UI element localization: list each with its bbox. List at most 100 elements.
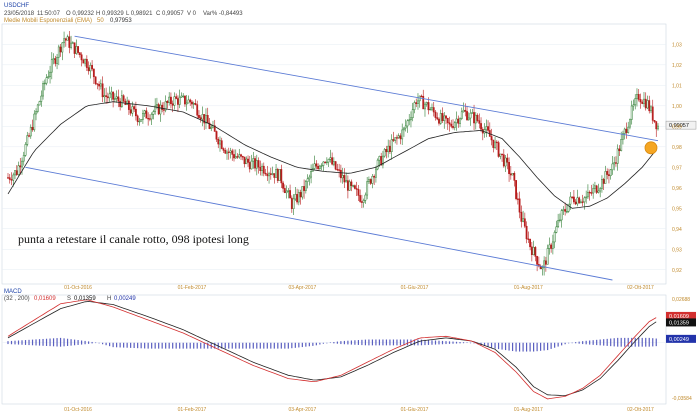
macd-histogram-bar	[508, 342, 510, 351]
candle-body	[630, 105, 633, 120]
macd-histogram-bar	[45, 338, 48, 346]
candle-body	[303, 186, 305, 191]
candle-body	[147, 117, 150, 120]
macd-histogram-bar	[606, 338, 608, 346]
candle-body	[283, 188, 286, 194]
candle-body	[94, 76, 97, 84]
x-tick-label: 02-Ott-2017	[627, 285, 654, 291]
candle-body	[558, 219, 561, 222]
candle-body	[438, 118, 440, 124]
candle-body	[380, 156, 383, 166]
macd-histogram-bar	[98, 342, 100, 344]
macd-histogram-bar	[21, 340, 23, 345]
candle-body	[462, 109, 465, 113]
candle-body	[45, 77, 48, 84]
macd-histogram-bar	[200, 342, 202, 349]
candle-body	[648, 100, 651, 112]
macd-histogram-bar	[420, 339, 423, 346]
macd-histogram-bar	[91, 341, 93, 344]
macd-histogram-bar	[63, 338, 65, 347]
macd-histogram-bar	[462, 342, 465, 344]
candle-body	[618, 148, 621, 151]
y-tick-label: 0,92	[672, 268, 682, 274]
candle-body	[66, 36, 69, 41]
macd-histogram-bar	[378, 339, 381, 346]
macd-histogram-bar	[175, 342, 177, 349]
candle-body	[576, 197, 579, 205]
var-value: Var% -0,84493	[203, 11, 243, 17]
y-tick-label: 1,00	[672, 104, 682, 110]
candle-body	[420, 95, 423, 98]
candle-body	[226, 151, 228, 154]
candle-body	[394, 137, 397, 141]
candle-body	[502, 154, 505, 167]
macd-histogram-bar	[119, 342, 121, 348]
macd-histogram-bar	[655, 338, 657, 347]
candle-body	[474, 114, 477, 124]
macd-value-tag-text: 0,01359	[669, 320, 689, 326]
candle-body	[350, 181, 353, 186]
macd-histogram-bar	[518, 342, 521, 352]
macd-histogram-bar	[571, 342, 573, 344]
channel-lower-line	[25, 166, 613, 281]
macd-histogram-bar	[245, 342, 247, 349]
macd-histogram-bar	[480, 342, 482, 346]
candle-body	[64, 38, 67, 41]
candle-body	[43, 82, 46, 85]
candle-body	[469, 112, 472, 119]
candle-body	[473, 112, 475, 124]
candle-body	[467, 117, 470, 121]
candle-body	[98, 84, 101, 87]
candle-body	[287, 190, 290, 192]
candle-body	[490, 136, 493, 141]
macd-histogram-bar	[575, 342, 577, 344]
macd-histogram-bar	[648, 337, 650, 347]
last-price-tag	[665, 120, 697, 130]
macd-histogram-bar	[424, 339, 426, 346]
candle-body	[441, 113, 444, 122]
macd-histogram-bar	[154, 342, 156, 349]
candle-body	[91, 65, 94, 70]
macd-histogram-bar	[515, 342, 517, 352]
macd-histogram-bar	[371, 339, 374, 346]
macd-histogram-bar	[403, 339, 405, 346]
macd-histogram-bar	[231, 342, 233, 349]
hist-current-value: 0,00249	[114, 296, 136, 302]
candle-body	[485, 126, 488, 131]
candle-body	[353, 185, 356, 189]
macd-histogram-bar	[599, 339, 601, 346]
macd-histogram-bar	[182, 342, 184, 349]
macd-histogram-bar	[10, 340, 13, 345]
candle-body	[220, 140, 223, 149]
macd-x-tick-label: 01-Aug-2017	[514, 407, 543, 413]
candle-body	[464, 109, 467, 112]
macd-histogram-bar	[270, 342, 272, 349]
macd-histogram-bar	[291, 342, 293, 349]
candle-body	[245, 158, 248, 165]
macd-histogram-bar	[624, 337, 626, 347]
y-tick-label: 0,97	[672, 165, 682, 171]
candle-body	[376, 159, 379, 170]
macd-histogram-bar	[305, 342, 307, 347]
candle-body	[105, 95, 108, 97]
candle-body	[446, 118, 449, 123]
macd-histogram-bar	[410, 339, 412, 346]
ema-period: 50	[97, 18, 104, 24]
macd-histogram-bar	[238, 342, 240, 349]
macd-histogram-bar	[252, 342, 254, 349]
candle-body	[168, 96, 171, 103]
macd-histogram-bar	[31, 339, 34, 346]
signal-current-value: 0,01359	[74, 296, 96, 302]
candle-body	[627, 126, 630, 133]
candle-body	[306, 178, 309, 182]
ema-value: 0,97953	[110, 18, 132, 24]
macd-histogram-bar	[511, 342, 514, 352]
candle-body	[304, 181, 307, 191]
candle-body	[115, 96, 118, 99]
macd-histogram-bar	[294, 342, 296, 348]
candle-body	[192, 103, 195, 105]
candle-body	[63, 38, 65, 44]
candle-body	[555, 226, 558, 233]
macd-histogram-bar	[56, 338, 58, 347]
candle-body	[99, 83, 102, 87]
